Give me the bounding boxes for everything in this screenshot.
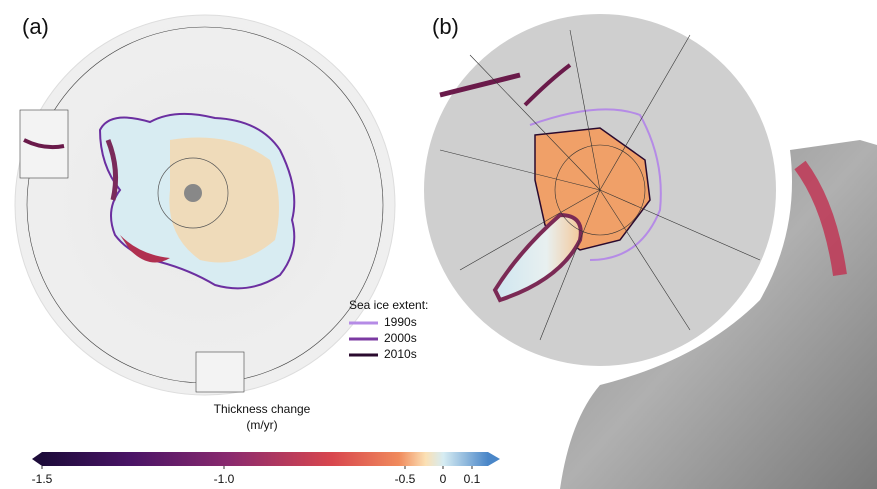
legend-label: 1990s [384, 315, 417, 329]
legend-label: 2000s [384, 331, 417, 345]
colorbar-max-arrow [488, 452, 500, 466]
colorbar-title: Thickness change [214, 402, 311, 416]
map-arctic [422, 12, 877, 489]
figure: (a) (b) Sea ice extent: 1990s2000s2010s … [0, 0, 877, 489]
colorbar-tick-label: -0.5 [395, 472, 416, 486]
colorbar-tick-label: -1.0 [214, 472, 235, 486]
panel-label: (b) [432, 14, 459, 39]
legend-title: Sea ice extent: [349, 298, 428, 312]
colorbar: Thickness change (m/yr) -1.5 -1.0 -0.5 0 0.1 [32, 402, 500, 486]
panel-label: (a) [22, 14, 49, 39]
map-antarctica [15, 15, 395, 395]
colorbar-units: (m/yr) [246, 418, 277, 432]
legend-label: 2010s [384, 347, 417, 361]
colorbar-min-arrow [32, 452, 42, 466]
colorbar-tick-label: -1.5 [32, 472, 53, 486]
colorbar-tick-label: 0.1 [464, 472, 481, 486]
legend: Sea ice extent: 1990s 2000s 2010s [349, 298, 428, 361]
colorbar-tick-label: 0 [440, 472, 447, 486]
colorbar-bar [42, 452, 488, 466]
